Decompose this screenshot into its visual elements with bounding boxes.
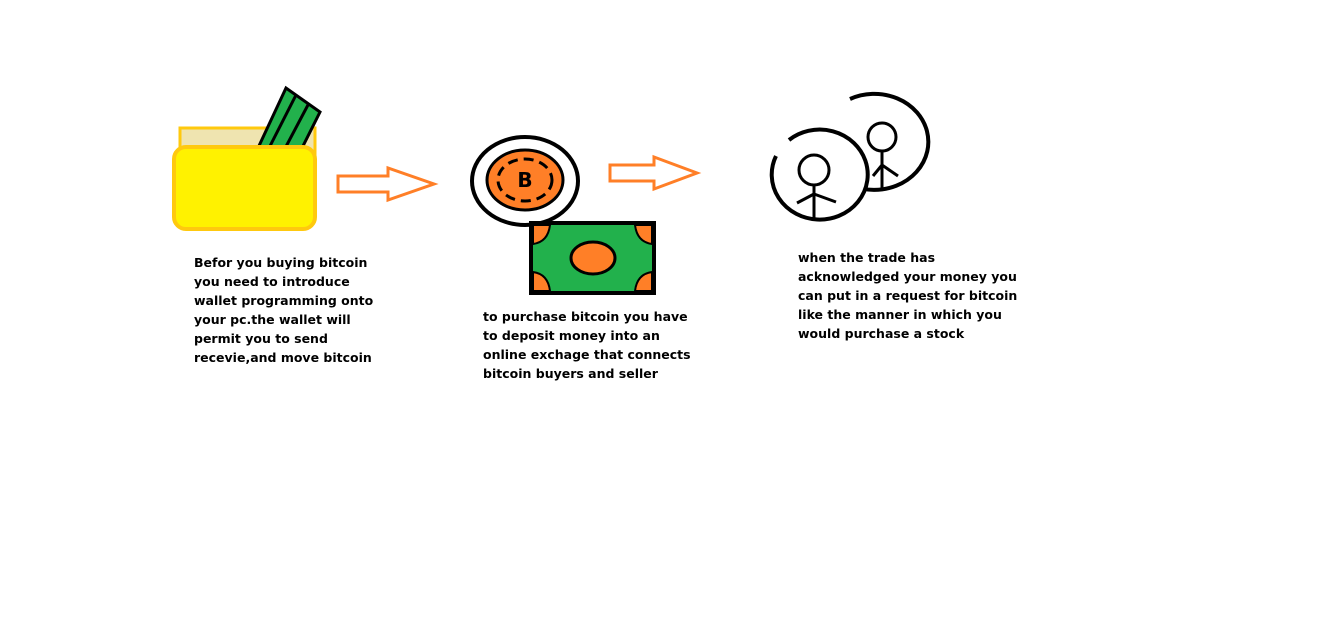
bitcoin-coin-icon: B <box>470 135 580 227</box>
people-icon <box>769 91 931 222</box>
arrow-right-icon <box>336 165 439 203</box>
wallet-icon <box>172 85 322 231</box>
person-icon <box>769 127 870 222</box>
arrow-right-icon <box>608 154 702 192</box>
step-3-caption: when the trade has acknowledged your mon… <box>798 250 1018 341</box>
step-2-caption: to purchase bitcoin you have to deposit … <box>483 309 691 381</box>
step-1-caption: Befor you buying bitcoin you need to int… <box>194 255 374 365</box>
bitcoin-coin-letter: B <box>517 168 532 192</box>
banknote-icon <box>529 221 656 295</box>
